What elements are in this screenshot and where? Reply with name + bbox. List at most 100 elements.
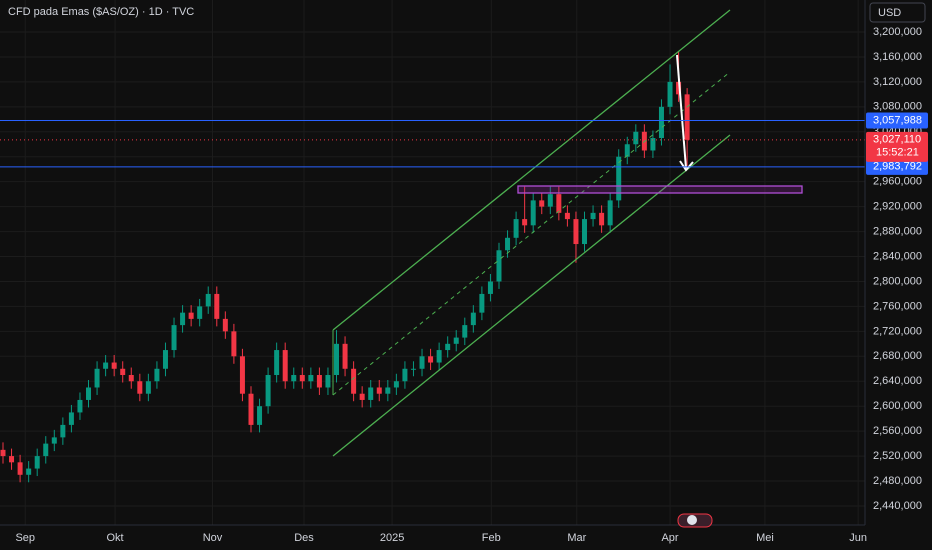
- y-tick-label: 2,720,000: [873, 325, 922, 337]
- candle-body: [470, 312, 476, 326]
- candle-body: [385, 387, 391, 394]
- y-tick-label: 3,200,000: [873, 26, 922, 38]
- candle-body: [624, 144, 630, 157]
- candle-body: [162, 350, 168, 369]
- candle-body: [86, 387, 92, 400]
- candle-body: [496, 250, 502, 282]
- channel-mid: [332, 71, 731, 396]
- candle-body: [556, 194, 562, 213]
- currency-button[interactable]: [869, 2, 926, 23]
- y-tick-label: 2,560,000: [873, 425, 922, 437]
- event-flag: [687, 515, 697, 525]
- price-lines: [0, 120, 865, 168]
- candle-body: [582, 219, 588, 245]
- candle-body: [505, 237, 511, 251]
- candle-body: [248, 393, 254, 425]
- candle-body: [684, 94, 690, 140]
- candle-body: [120, 368, 126, 376]
- price-tag: [866, 158, 928, 175]
- candle-body: [462, 325, 468, 338]
- candle-body: [376, 387, 382, 394]
- currency[interactable]: USD: [878, 7, 901, 19]
- price-tag-label: 2,983,792: [873, 161, 922, 173]
- candle-body: [214, 293, 220, 319]
- x-tick-label: Mar: [567, 532, 586, 544]
- candles: [0, 51, 690, 483]
- candle-body: [428, 356, 434, 363]
- candle-body: [154, 368, 160, 382]
- y-tick-label: 2,960,000: [873, 176, 922, 188]
- candle-body: [547, 194, 553, 207]
- candle-body: [590, 212, 596, 220]
- time-axis: [0, 525, 932, 550]
- x-tick-label: Apr: [661, 532, 678, 544]
- y-tick-label: 2,520,000: [873, 450, 922, 462]
- candle-body: [282, 350, 288, 382]
- candle-body: [436, 350, 442, 363]
- x-tick-label: Sep: [15, 532, 35, 544]
- countdown: 15:52:21: [876, 147, 919, 159]
- x-tick-label: Nov: [203, 532, 223, 544]
- candle-body: [308, 375, 314, 382]
- candle-body: [231, 331, 237, 357]
- candle-body: [359, 393, 365, 400]
- candle-body: [607, 200, 613, 226]
- candle-body: [60, 424, 66, 438]
- candle-body: [17, 462, 23, 475]
- candle-body: [616, 156, 622, 201]
- candle-body: [94, 368, 100, 388]
- x-tick-label: Feb: [482, 532, 501, 544]
- channel-lower: [332, 134, 731, 457]
- candle-body: [667, 81, 673, 107]
- y-tick-label: 2,920,000: [873, 201, 922, 213]
- candle-body: [145, 381, 151, 394]
- candle-body: [188, 312, 194, 319]
- y-tick-label: 2,440,000: [873, 500, 922, 512]
- candle-body: [265, 375, 271, 407]
- y-tick-label: 2,840,000: [873, 250, 922, 262]
- x-tick-label: Des: [294, 532, 314, 544]
- candle-body: [453, 337, 459, 344]
- candle-body: [274, 350, 280, 376]
- chart-title: CFD pada Emas ($AS/OZ) · 1D · TVC: [8, 6, 194, 18]
- candle-body: [51, 437, 57, 444]
- candle-body: [257, 406, 263, 425]
- candle-body: [522, 219, 528, 226]
- candle-body: [334, 343, 340, 376]
- candle-body: [77, 399, 83, 413]
- candle-body: [197, 306, 203, 319]
- candle-body: [128, 375, 134, 382]
- candle-body: [599, 212, 605, 226]
- y-tick-label: 3,080,000: [873, 101, 922, 113]
- candle-body: [325, 375, 331, 388]
- candle-body: [351, 368, 357, 394]
- last-price-label: 3,027,110: [873, 134, 921, 146]
- candle-body: [103, 362, 109, 369]
- y-tick-label: 2,680,000: [873, 350, 922, 362]
- channel-upper: [332, 9, 731, 331]
- candle-body: [539, 200, 545, 207]
- y-tick-label: 2,640,000: [873, 375, 922, 387]
- candle-body: [26, 468, 32, 475]
- y-tick-label: 2,880,000: [873, 225, 922, 237]
- price-axis: [865, 0, 932, 525]
- candle-body: [658, 106, 664, 139]
- candle-body: [299, 375, 305, 382]
- candle-body: [633, 131, 639, 145]
- candle-body: [222, 318, 228, 332]
- candle-body: [487, 281, 493, 294]
- candle-body: [676, 81, 682, 95]
- candle-body: [530, 200, 536, 226]
- arrow-line: [676, 54, 687, 169]
- x-tick-label: Mei: [756, 532, 774, 544]
- candle-body: [564, 212, 570, 220]
- price-tag: [866, 112, 928, 129]
- candle-body: [111, 362, 117, 369]
- candle-body: [239, 356, 245, 394]
- x-tick-label: Okt: [106, 532, 123, 544]
- candle-body: [316, 375, 322, 388]
- candle-body: [445, 343, 451, 351]
- y-tick-label: 2,760,000: [873, 300, 922, 312]
